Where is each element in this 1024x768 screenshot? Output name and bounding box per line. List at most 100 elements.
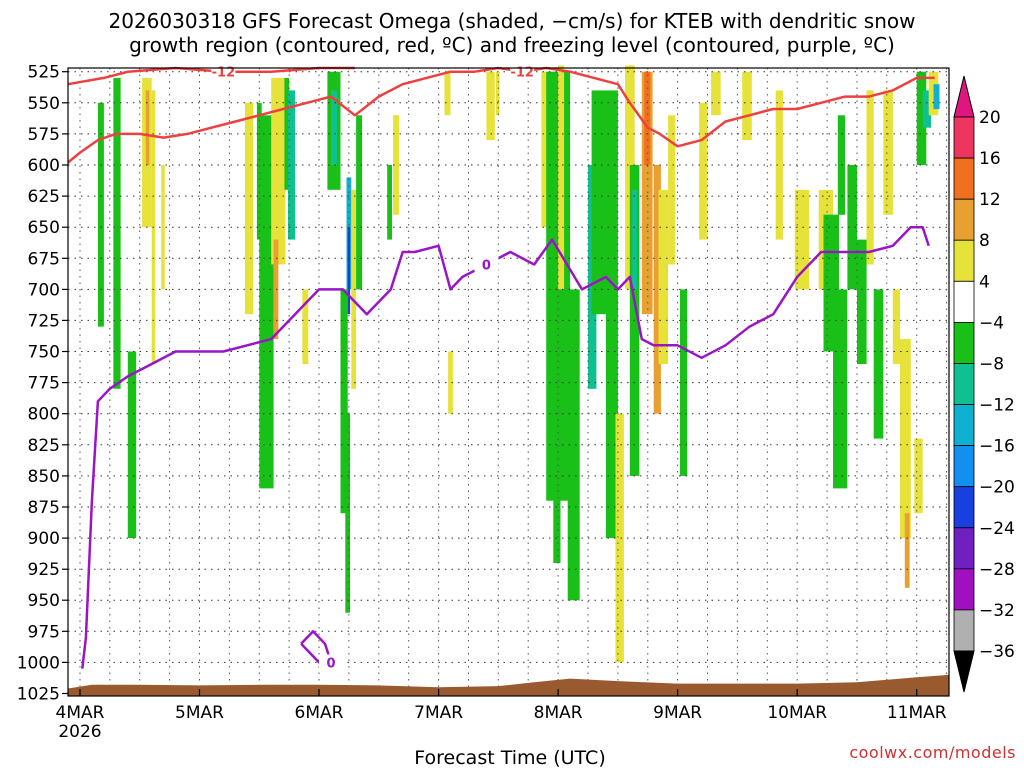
contour-label-1-1: -12 (212, 66, 236, 81)
colorbar-swatch-12 (953, 609, 975, 652)
omega-shade-patch-47 (699, 102, 708, 240)
y-tick-label-0: 525 (28, 63, 60, 83)
y-tick-label-1: 550 (28, 94, 60, 114)
x-tick-label-3: 7MAR (414, 703, 463, 723)
omega-shade-patch-12 (284, 77, 290, 190)
colorbar-level-label-7: −12 (979, 396, 1015, 416)
y-tick-label-6: 675 (28, 249, 60, 269)
omega-shade-patch-7 (244, 102, 254, 315)
colorbar-swatch-2 (953, 198, 975, 241)
omega-shade-patch-26 (448, 351, 453, 414)
omega-shade-patch-60 (883, 90, 893, 215)
omega-shade-patch-23 (387, 165, 392, 240)
contour-label-bg-0-1 (319, 654, 343, 670)
x-tick-label-6: 10MAR (767, 703, 827, 723)
omega-shade-patch-10 (271, 77, 286, 265)
colorbar-top-arrow (953, 75, 975, 118)
omega-shade-patch-45 (668, 115, 676, 265)
colorbar-level-label-1: 16 (979, 149, 1001, 169)
gridlines-layer (68, 68, 949, 696)
colorbar-level-label-10: −24 (979, 519, 1015, 539)
x-tick-label-0: 4MAR (56, 703, 105, 723)
plot-area-background (68, 68, 949, 696)
y-tick-label-13: 850 (28, 467, 60, 487)
omega-shade-patch-66 (922, 90, 932, 128)
y-tick-label-11: 800 (28, 405, 60, 425)
omega-shade-patch-58 (866, 90, 874, 265)
chart-title-line-1: 2026030318 GFS Forecast Omega (shaded, −… (109, 9, 916, 33)
omega-shade-patch-24 (393, 115, 400, 215)
y-tick-label-18: 975 (28, 622, 60, 642)
colorbar-swatch-1 (953, 157, 975, 200)
omega-shade-patch-50 (775, 90, 783, 240)
colorbar: 20 16 12 8 4 −4 −8 −12 −16 −20 −24 −28 −32 −36 (953, 75, 1015, 693)
y-tick-label-10: 775 (28, 374, 60, 394)
omega-shade-patch-0 (97, 102, 104, 327)
omega-shade-patch-49 (742, 71, 752, 141)
y-tick-label-12: 825 (28, 436, 60, 456)
omega-shade-patch-43 (653, 165, 661, 414)
omega-shade-patch-62 (900, 339, 911, 539)
colorbar-level-label-5: −4 (979, 313, 1004, 333)
source-credit: coolwx.com/models (849, 743, 1016, 762)
omega-shade-patch-68 (933, 84, 940, 110)
colorbar-swatch-9 (953, 486, 975, 529)
omega-shade-patch-61 (892, 289, 900, 364)
colorbar-level-label-4: 4 (979, 272, 990, 292)
y-tick-label-2: 575 (28, 125, 60, 145)
terrain-layer (68, 674, 949, 696)
omega-shade-patch-65 (916, 71, 927, 165)
colorbar-level-label-2: 12 (979, 190, 1001, 210)
y-tick-label-9: 750 (28, 343, 60, 363)
x-axis-label: Forecast Time (UTC) (414, 747, 605, 768)
omega-shade-patch-27 (486, 71, 495, 141)
omega-shade-patch-6 (161, 165, 165, 290)
colorbar-swatch-0 (953, 116, 975, 159)
contour-0-segment-1 (300, 630, 333, 664)
colorbar-level-label-3: 8 (979, 231, 990, 251)
omega-shade-patch-63 (904, 513, 910, 588)
y-tick-label-5: 650 (28, 218, 60, 238)
y-tick-label-14: 875 (28, 498, 60, 518)
y-tick-label-17: 950 (28, 591, 60, 611)
y-tick-label-16: 925 (28, 560, 60, 580)
colorbar-level-label-11: −28 (979, 560, 1015, 580)
omega-shade-patch-59 (873, 289, 884, 439)
omega-shade-patch-25 (444, 71, 451, 116)
omega-shade-patch-44 (658, 189, 669, 364)
colorbar-swatch-5 (953, 321, 975, 364)
contour-1-segment-1 (67, 66, 355, 86)
colorbar-swatch-10 (953, 527, 975, 570)
omega-shade-patch-37 (615, 413, 624, 663)
colorbar-level-label-8: −16 (979, 437, 1015, 457)
terrain-surface (68, 674, 949, 696)
y-tick-label-3: 600 (28, 156, 60, 176)
omega-shade-patch-54 (833, 289, 848, 489)
omega-shade-patch-21 (351, 189, 357, 389)
y-tick-label-8: 725 (28, 311, 60, 331)
colorbar-swatch-3 (953, 239, 975, 282)
colorbar-level-label-12: −32 (979, 601, 1015, 621)
colorbar-swatch-4 (953, 280, 975, 323)
omega-shade-patch-51 (794, 189, 810, 290)
omega-shade-patch-1 (113, 77, 121, 389)
omega-shade-patch-32 (558, 65, 565, 290)
colorbar-level-label-13: −36 (979, 642, 1015, 662)
omega-shade-patch-22 (356, 115, 363, 290)
omega-shade-patch-33 (567, 289, 580, 601)
omega-shade-patch-2 (127, 351, 137, 538)
contour-label-0-0: 0 (482, 259, 491, 274)
contour-label-bg-0-0 (474, 256, 499, 272)
omega-shade-patch-64 (914, 438, 923, 514)
colorbar-bottom-arrow (953, 650, 975, 693)
chart-title-line-2: growth region (contoured, red, ºC) and f… (129, 33, 895, 57)
colorbar-swatch-7 (953, 404, 975, 446)
omega-shade-patch-40 (632, 189, 637, 290)
contours-layer: 0 0 -12 -12 (67, 63, 935, 671)
y-tick-label-7: 700 (28, 280, 60, 300)
omega-shade-patch-17 (340, 289, 348, 514)
y-tick-label-15: 900 (28, 529, 60, 549)
omega-shade-patch-46 (680, 289, 688, 476)
